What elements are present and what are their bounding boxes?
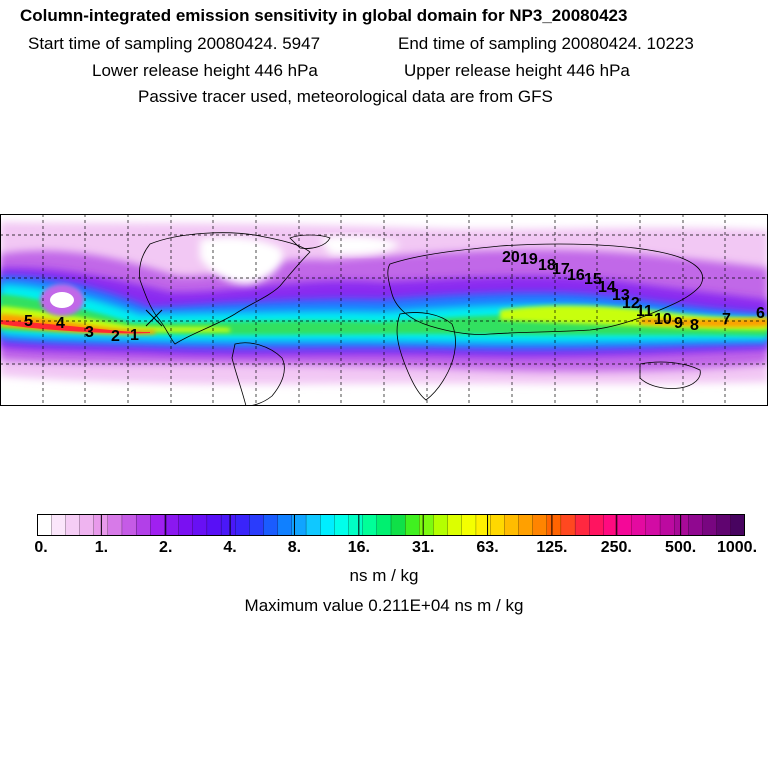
colorbar-cell bbox=[192, 514, 208, 536]
trajectory-markers: 1 2 3 4 5 6 7 8 9 10 11 12 13 14 15 16 1… bbox=[24, 249, 765, 345]
colorbar-tick-label: 500. bbox=[665, 539, 697, 556]
colorbar-cell bbox=[489, 514, 505, 536]
end-time-label: End time of sampling 20080424. 10223 bbox=[398, 34, 694, 53]
marker-6: 6 bbox=[756, 305, 765, 322]
emission-sensitivity-map: 1 2 3 4 5 6 7 8 9 10 11 12 13 14 15 16 1… bbox=[0, 214, 768, 406]
colorbar-cell bbox=[574, 514, 590, 536]
maximum-value-label: Maximum value 0.211E+04 ns m / kg bbox=[244, 596, 524, 615]
upper-release-label: Upper release height 446 hPa bbox=[404, 61, 630, 80]
colorbar-cell bbox=[716, 514, 732, 536]
colorbar-cell bbox=[475, 514, 491, 536]
colorbar-cell bbox=[589, 514, 604, 536]
colorbar-cell bbox=[150, 514, 165, 536]
colorbar-cell bbox=[348, 514, 364, 536]
colorbar bbox=[37, 514, 745, 536]
colorbar-cell bbox=[518, 514, 534, 536]
colorbar-cell bbox=[405, 514, 420, 536]
marker-17: 17 bbox=[552, 261, 570, 278]
marker-5: 5 bbox=[24, 313, 33, 330]
lower-release-label: Lower release height 446 hPa bbox=[92, 61, 318, 80]
marker-7: 7 bbox=[722, 311, 731, 328]
marker-18: 18 bbox=[538, 257, 556, 274]
colorbar-cell bbox=[390, 514, 406, 536]
colorbar-cell bbox=[235, 514, 250, 536]
colorbar-cell bbox=[320, 514, 335, 536]
marker-1: 1 bbox=[130, 327, 139, 344]
colorbar-frame bbox=[37, 514, 745, 536]
marker-8: 8 bbox=[690, 317, 699, 334]
colorbar-cell bbox=[631, 514, 647, 536]
colorbar-cell bbox=[645, 514, 661, 536]
colorbar-cell bbox=[121, 514, 137, 536]
colorbar-cell bbox=[433, 514, 449, 536]
marker-10: 10 bbox=[654, 311, 672, 328]
colorbar-cell bbox=[164, 514, 180, 536]
colorbar-cell bbox=[220, 514, 236, 536]
colorbar-cell bbox=[419, 514, 435, 536]
colorbar-tick-label: 250. bbox=[600, 539, 632, 556]
marker-14: 14 bbox=[598, 279, 616, 296]
colorbar-cell bbox=[249, 514, 265, 536]
coastlines bbox=[139, 232, 703, 406]
colorbar-cell bbox=[617, 514, 633, 536]
colorbar-cell bbox=[65, 514, 81, 536]
colorbar-tick-label: 8. bbox=[287, 539, 302, 556]
marker-19: 19 bbox=[520, 251, 538, 268]
marker-16: 16 bbox=[567, 267, 585, 284]
colorbar-cell bbox=[51, 514, 66, 536]
colorbar-cell bbox=[659, 514, 675, 536]
colorbar-units: ns m / kg bbox=[349, 566, 419, 585]
marker-13: 13 bbox=[612, 287, 630, 304]
colorbar-cell bbox=[362, 514, 378, 536]
grid-lines bbox=[0, 214, 768, 406]
colorbar-cell bbox=[178, 514, 194, 536]
colorbar-cell bbox=[37, 514, 52, 536]
marker-3: 3 bbox=[85, 324, 94, 341]
colorbar-cell bbox=[107, 514, 123, 536]
colorbar-tick-label: 2. bbox=[159, 539, 173, 556]
marker-2: 2 bbox=[111, 328, 120, 345]
marker-20: 20 bbox=[502, 249, 520, 266]
marker-15: 15 bbox=[584, 271, 602, 288]
colorbar-cell bbox=[277, 514, 293, 536]
colorbar-cell bbox=[560, 514, 576, 536]
colorbar-cell bbox=[263, 514, 279, 536]
figure-title: Column-integrated emission sensitivity i… bbox=[20, 6, 628, 25]
marker-4: 4 bbox=[56, 315, 65, 332]
colorbar-cell bbox=[376, 514, 392, 536]
colorbar-cell bbox=[305, 514, 321, 536]
colorbar-tick-label: 63. bbox=[476, 539, 499, 556]
marker-12: 12 bbox=[622, 295, 640, 312]
colorbar-cell bbox=[447, 514, 463, 536]
colorbar-tick-label: 125. bbox=[536, 539, 568, 556]
colorbar-cell bbox=[702, 514, 718, 536]
colorbar-major-ticks bbox=[100, 514, 682, 536]
marker-11: 11 bbox=[636, 303, 653, 320]
colorbar-tick-label: 0. bbox=[34, 539, 48, 556]
colorbar-cell bbox=[546, 514, 562, 536]
colorbar-tick-label: 1000. bbox=[716, 539, 758, 556]
tracer-note: Passive tracer used, meteorological data… bbox=[138, 87, 553, 106]
colorbar-cell bbox=[79, 514, 95, 536]
colorbar-cell bbox=[206, 514, 222, 536]
colorbar-tick-label: 16. bbox=[347, 539, 370, 556]
colorbar-cell bbox=[461, 514, 477, 536]
colorbar-tick-label: 31. bbox=[412, 539, 435, 556]
colorbar-cell bbox=[730, 514, 745, 536]
colorbar-tick-label: 4. bbox=[223, 539, 237, 556]
colorbar-cell bbox=[504, 514, 519, 536]
colorbar-cell bbox=[688, 514, 704, 536]
colorbar-cells bbox=[37, 514, 745, 536]
marker-9: 9 bbox=[674, 315, 683, 332]
colorbar-cell bbox=[674, 514, 689, 536]
start-time-label: Start time of sampling 20080424. 5947 bbox=[28, 34, 321, 53]
colorbar-cell bbox=[135, 514, 151, 536]
release-point-icon bbox=[145, 309, 163, 327]
colorbar-cell bbox=[334, 514, 350, 536]
colorbar-tick-label: 1. bbox=[94, 539, 109, 556]
colorbar-cell bbox=[532, 514, 548, 536]
